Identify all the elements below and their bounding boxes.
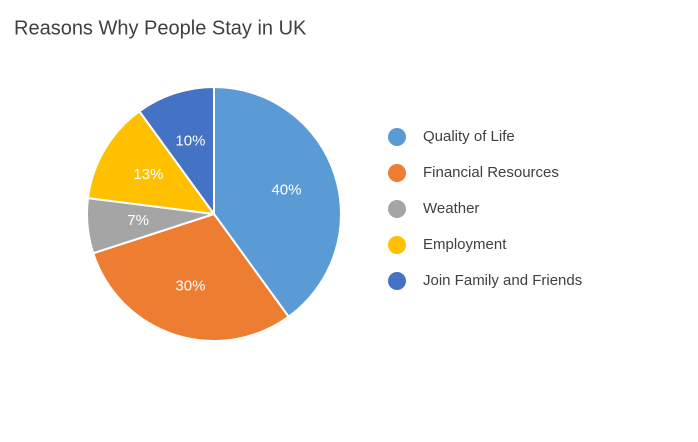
pie-slice bbox=[137, 85, 215, 218]
legend-marker bbox=[388, 236, 406, 254]
data-label: 13% bbox=[133, 166, 163, 183]
pie-slice bbox=[86, 109, 217, 216]
legend-marker bbox=[388, 128, 406, 146]
legend-label: Join Family and Friends bbox=[423, 272, 582, 289]
pie-slice bbox=[91, 212, 291, 342]
legend-label: Financial Resources bbox=[423, 164, 559, 181]
data-label: 10% bbox=[175, 132, 205, 149]
chart-title: Reasons Why People Stay in UK bbox=[14, 17, 307, 39]
legend-label: Employment bbox=[423, 236, 507, 253]
data-label: 40% bbox=[271, 181, 301, 198]
data-label: 30% bbox=[175, 277, 205, 294]
legend-label: Quality of Life bbox=[423, 128, 515, 145]
data-label: 7% bbox=[127, 212, 149, 229]
legend-marker bbox=[388, 272, 406, 290]
legend-label: Weather bbox=[423, 200, 479, 217]
pie-slice bbox=[213, 85, 342, 319]
legend-marker bbox=[388, 164, 406, 182]
legend-marker bbox=[388, 200, 406, 218]
